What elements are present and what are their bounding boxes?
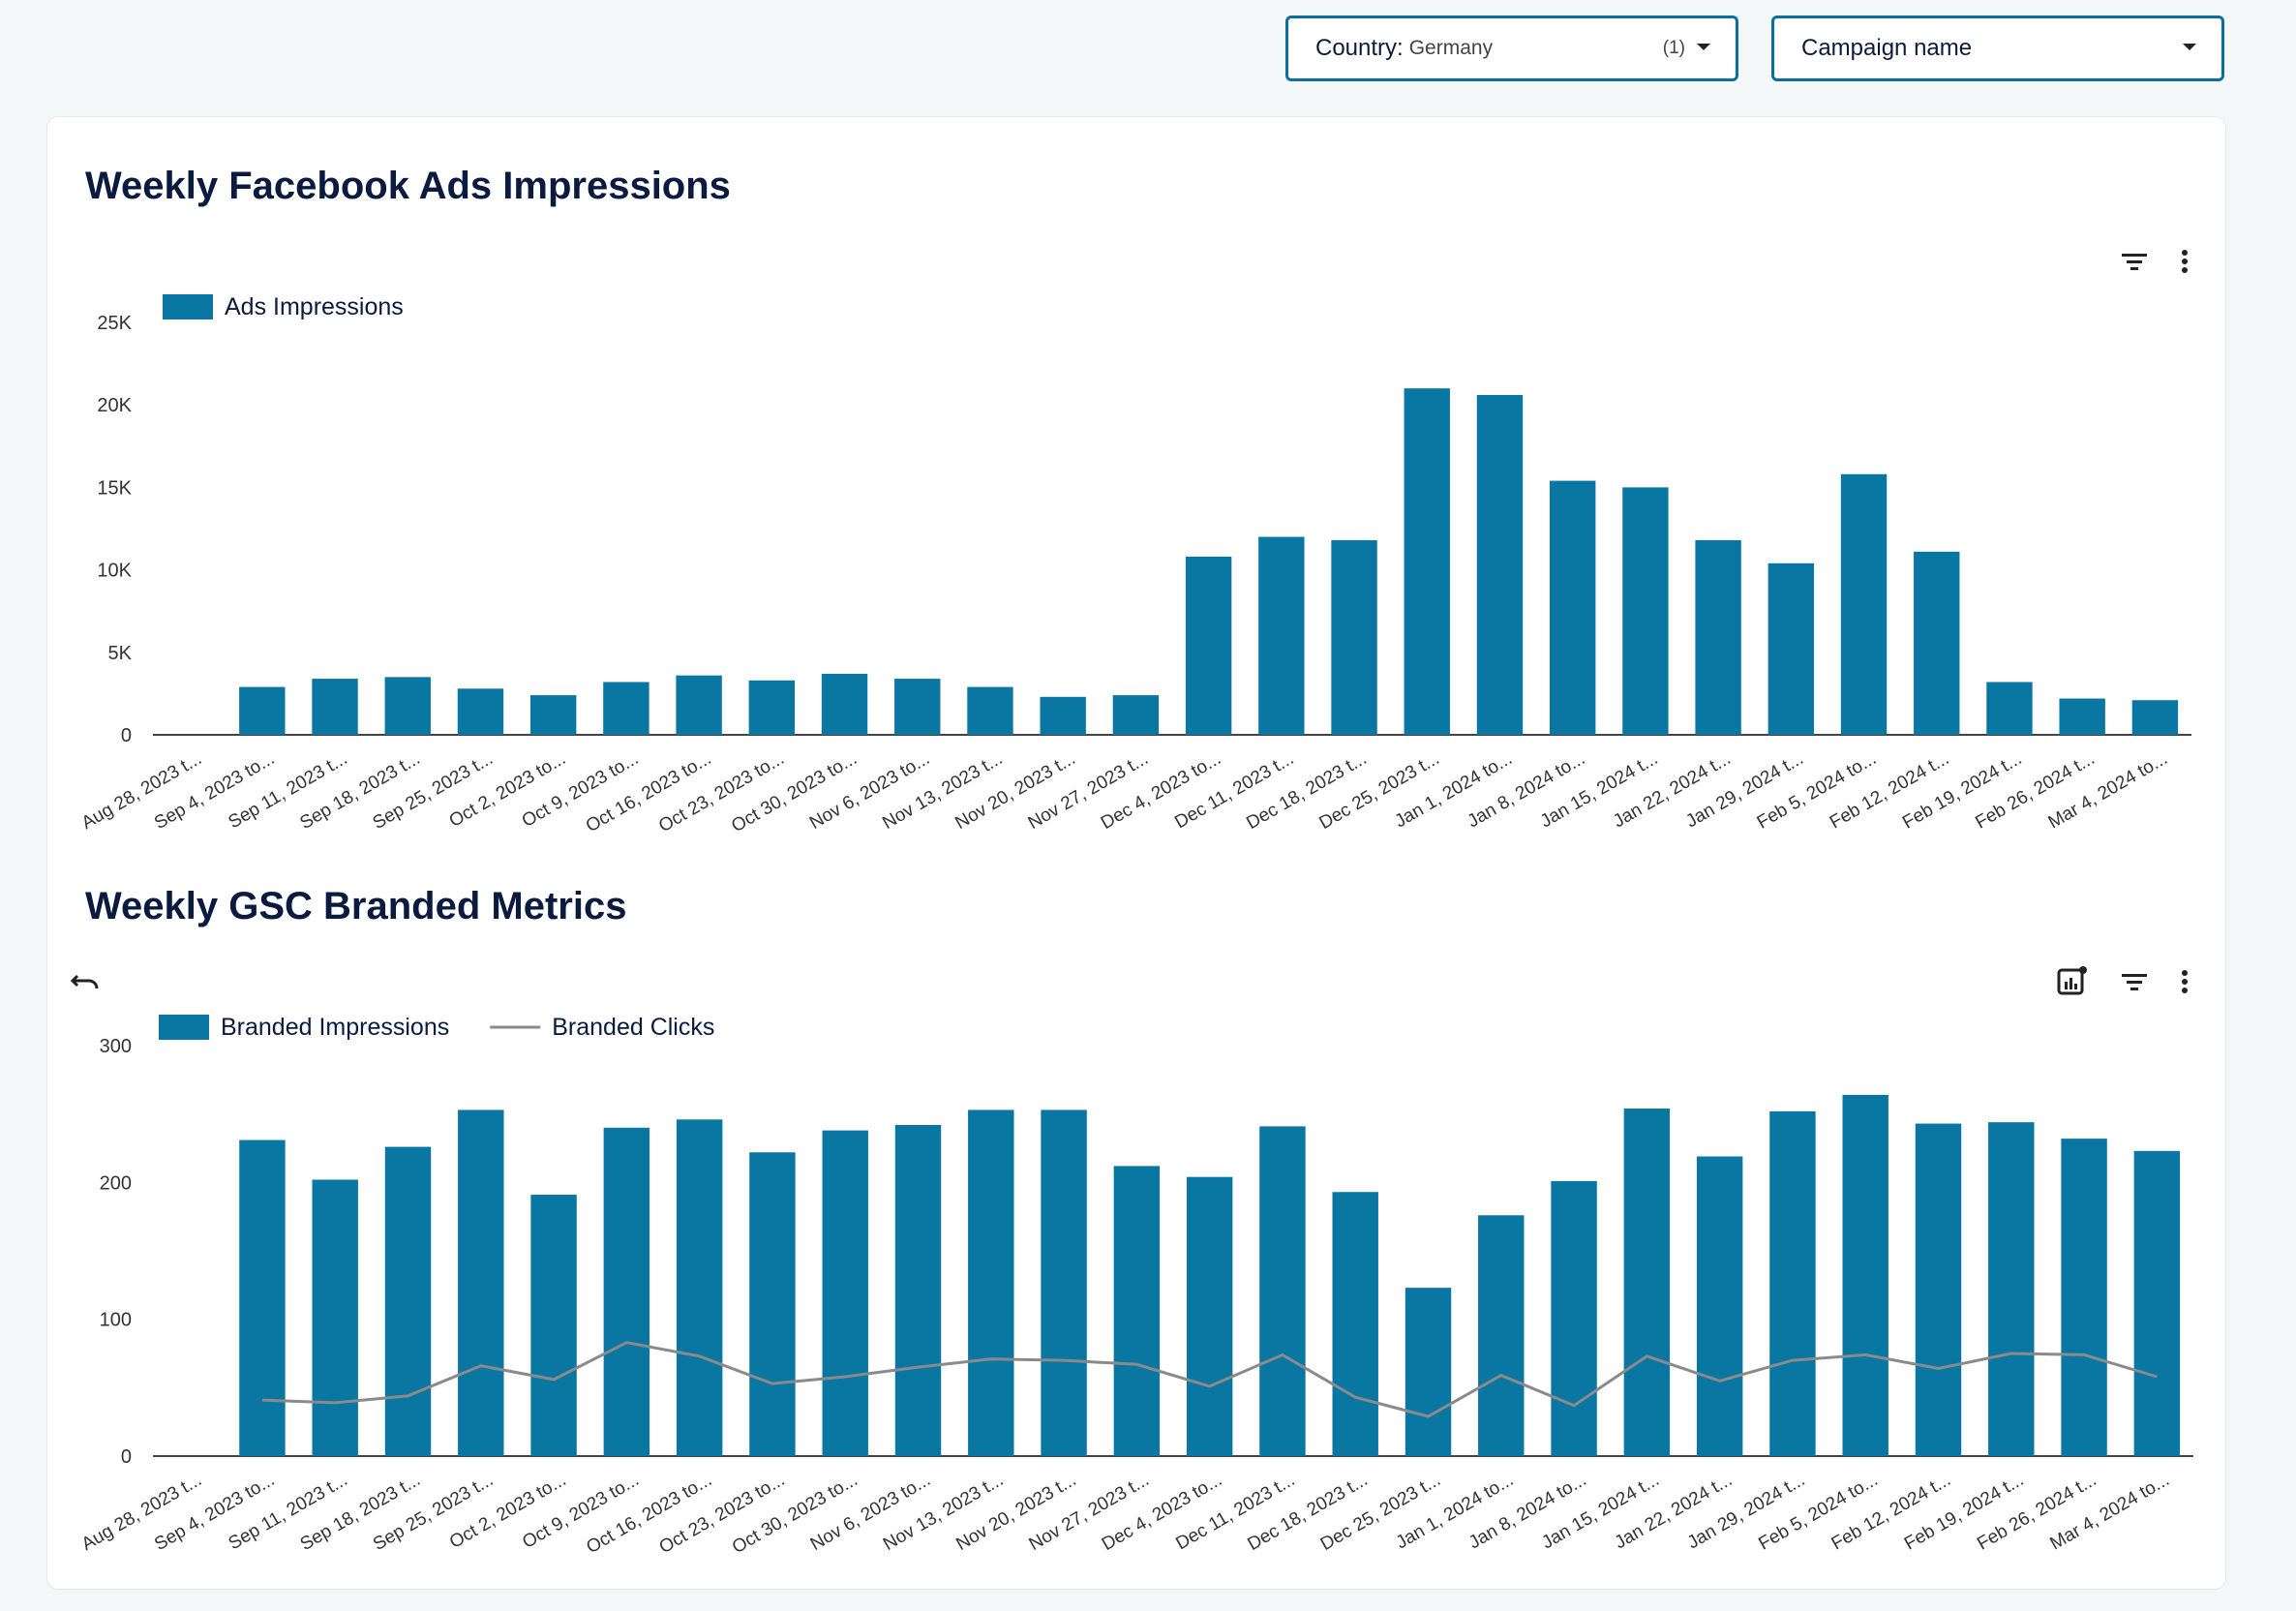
chevron-down-icon	[2183, 44, 2196, 50]
report-card	[46, 116, 2226, 1590]
chart-insight-icon[interactable]	[2056, 964, 2089, 997]
country-filter-count: (1)	[1662, 38, 1685, 58]
country-filter-colon: :	[1397, 35, 1404, 61]
chevron-down-icon	[1697, 44, 1710, 50]
chart1-title: Weekly Facebook Ads Impressions	[85, 165, 731, 207]
undo-icon[interactable]	[70, 966, 103, 995]
campaign-filter-label: Campaign name	[1801, 35, 1973, 61]
chart2-title: Weekly GSC Branded Metrics	[85, 885, 627, 927]
more-vert-icon[interactable]	[2172, 968, 2197, 997]
filter-icon[interactable]	[2120, 250, 2149, 275]
filter-icon[interactable]	[2120, 970, 2149, 995]
country-filter[interactable]: Country: Germany (1)	[1285, 15, 1738, 81]
more-vert-icon[interactable]	[2172, 248, 2197, 277]
country-filter-label: Country	[1315, 35, 1398, 61]
campaign-filter[interactable]: Campaign name	[1771, 15, 2224, 81]
country-filter-value: Germany	[1408, 37, 1494, 59]
